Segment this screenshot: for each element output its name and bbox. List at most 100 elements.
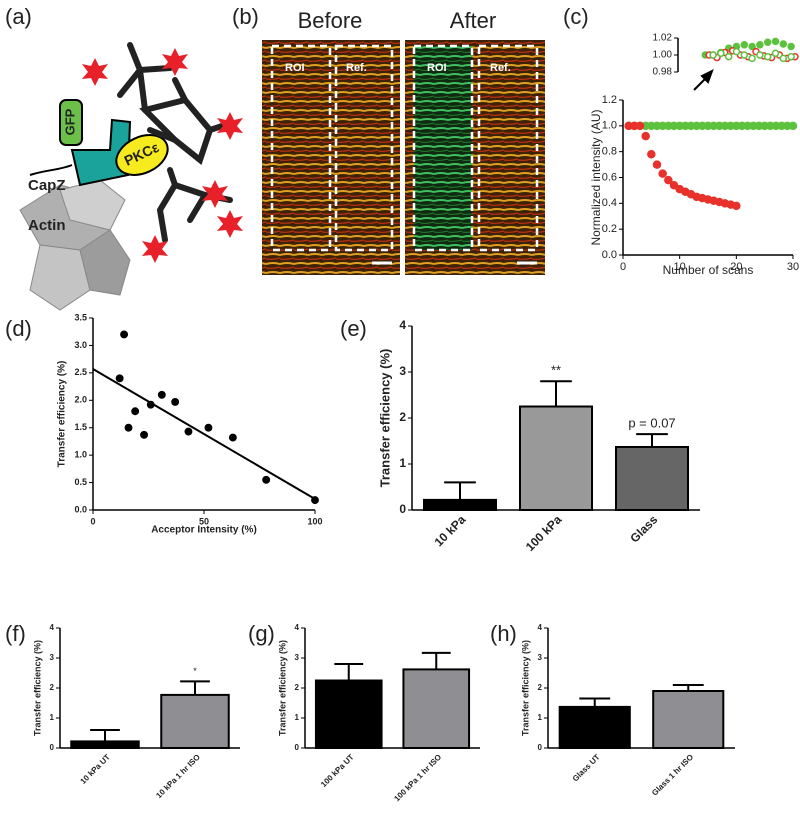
point	[787, 52, 795, 61]
y-tick-label: 0.8	[602, 146, 617, 158]
x-axis-label: Number of scans	[663, 263, 754, 277]
bar	[314, 679, 383, 749]
y-tick-label: 0.0	[602, 249, 617, 261]
y-axis-label: Transfer efficiency (%)	[57, 361, 68, 468]
bar	[160, 693, 230, 750]
error-bar	[180, 680, 210, 695]
significance: **	[551, 363, 561, 378]
y-tick-label: 1.0	[602, 120, 617, 132]
y-tick-label: 1	[295, 713, 300, 722]
micrograph-pair: Before After ROI Ref. ROI Ref.	[262, 8, 545, 275]
error-bar	[421, 651, 451, 670]
y-tick-label: 2	[399, 410, 406, 424]
error-bar	[90, 729, 120, 742]
x-tick-label: 100 kPa	[523, 512, 565, 554]
image-title: After	[450, 8, 496, 33]
y-tick-label: 0	[399, 502, 406, 516]
point	[779, 40, 788, 48]
x-tick-label: 100 kPa 1 hr ISO	[392, 753, 443, 804]
bar	[519, 405, 593, 511]
y-tick-label: 0.2	[602, 223, 617, 235]
y-tick-label: 3.5	[74, 312, 87, 322]
point	[732, 201, 741, 211]
panel-label: (e)	[340, 316, 367, 341]
panel-label: (b)	[232, 4, 259, 29]
panel-label: (c)	[563, 4, 589, 29]
point	[124, 423, 133, 432]
y-tick-label: 0.4	[602, 197, 617, 209]
significance: p = 0.07	[628, 416, 675, 431]
point	[771, 37, 780, 46]
x-tick-label: 0	[620, 261, 626, 273]
error-bar	[444, 481, 476, 500]
y-tick-label: 3.0	[74, 340, 87, 350]
y-tick-label: 2.0	[74, 395, 87, 405]
panel-label: (g)	[248, 621, 275, 646]
x-tick-label: Glass	[627, 512, 660, 545]
point	[157, 390, 166, 399]
x-tick-label: 10 kPa 1 hr ISO	[154, 753, 202, 801]
point	[748, 42, 756, 51]
y-tick-label: 1	[538, 713, 543, 722]
point	[771, 49, 780, 58]
x-tick-label: Glass 1 hr ISO	[650, 753, 695, 798]
bar	[70, 740, 140, 750]
point	[779, 54, 788, 63]
y-tick-label: 1.00	[653, 50, 673, 61]
point	[184, 427, 193, 436]
y-tick-label: 0	[50, 743, 55, 752]
y-tick-label: 4	[399, 318, 406, 332]
y-tick-label: 0	[295, 743, 300, 752]
point	[763, 38, 772, 46]
x-tick-label: 50	[199, 516, 209, 526]
y-tick-label: 1.5	[74, 422, 87, 432]
y-tick-label: 3	[295, 653, 300, 662]
y-tick-label: 1.2	[602, 94, 617, 106]
trend-line	[92, 368, 316, 500]
point	[262, 475, 271, 484]
panel-label: (a)	[5, 4, 32, 29]
y-tick-label: 2	[50, 683, 55, 692]
x-tick-label: 20	[730, 261, 742, 273]
region-label: Ref.	[346, 62, 367, 74]
point	[756, 51, 764, 59]
y-tick-label: 2.5	[74, 367, 87, 377]
diagram: GFP PKCε CapZ Actin	[19, 42, 243, 311]
point	[658, 169, 667, 178]
significance: *	[193, 666, 197, 676]
y-tick-label: 1	[50, 713, 55, 722]
point	[171, 397, 180, 406]
point	[724, 52, 733, 61]
x-tick-label: 0	[90, 516, 95, 526]
point	[204, 423, 213, 432]
y-axis-label: Normalized intensity (AU)	[589, 109, 603, 245]
bar	[402, 668, 471, 750]
point	[709, 51, 717, 59]
x-tick-label: 100 kPa UT	[319, 752, 356, 789]
y-tick-label: 0.98	[653, 67, 673, 78]
panel-label: (h)	[490, 621, 517, 646]
bar	[423, 498, 497, 512]
bar	[615, 445, 689, 512]
point	[763, 52, 772, 61]
point	[641, 131, 650, 141]
point	[647, 150, 656, 159]
panel-label: (d)	[5, 316, 32, 341]
x-tick-label: 10 kPa	[432, 512, 469, 549]
y-tick-label: 2	[538, 683, 543, 692]
point	[140, 430, 149, 439]
x-tick-label: 100	[307, 516, 322, 526]
point	[756, 41, 764, 49]
point	[788, 121, 798, 131]
y-tick-label: 4	[50, 623, 55, 632]
y-tick-label: 2	[295, 683, 300, 692]
y-tick-label: 0.6	[602, 171, 617, 183]
region-label: Ref.	[490, 62, 511, 74]
x-tick-label: 30	[787, 261, 799, 273]
point	[717, 49, 725, 58]
point	[228, 433, 237, 442]
error-bar	[579, 697, 611, 707]
label: Actin	[28, 217, 66, 234]
y-tick-label: 1.0	[74, 450, 87, 460]
